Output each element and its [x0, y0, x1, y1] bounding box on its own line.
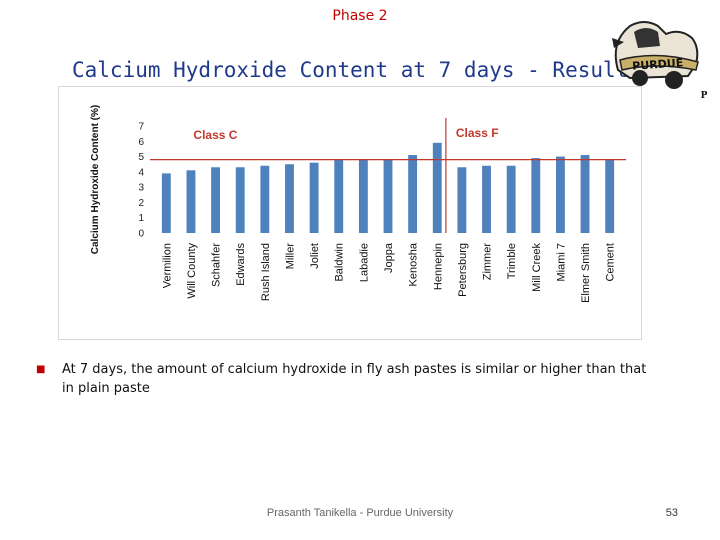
chart-x-labels: Vermilion Will County Schahfer Edwards Rush …: [161, 242, 616, 303]
slide-title: Calcium Hydroxide Content at 7 days - Re…: [72, 58, 641, 82]
page-number: 53: [665, 507, 678, 519]
y-tick-label: 4: [138, 167, 144, 178]
bar: [432, 142, 442, 233]
x-tick-label: Hennepin: [432, 243, 444, 290]
bar: [309, 162, 319, 233]
x-tick-label: Mill Creek: [531, 243, 543, 292]
bar: [555, 156, 565, 233]
x-tick-label: Labadie: [358, 243, 370, 282]
y-tick-label: 2: [138, 198, 144, 209]
y-tick-label: 0: [138, 229, 144, 240]
logo-text: PURDUE: [632, 56, 684, 73]
y-axis-title: Calcium Hydroxide Content (%): [90, 105, 101, 254]
bar: [285, 164, 294, 233]
bar: [358, 159, 368, 233]
bar: [580, 155, 590, 233]
group-label: Class F: [456, 126, 499, 140]
x-tick-label: Kenosha: [408, 242, 420, 286]
bullet-icon: ■: [36, 364, 46, 375]
bar: [531, 158, 541, 233]
bar: [605, 159, 615, 233]
x-tick-label: Miller: [284, 243, 296, 270]
y-tick-label: 7: [138, 122, 144, 133]
purdue-logo: PURDUE P: [612, 21, 708, 101]
bar: [506, 165, 516, 233]
bar: [186, 170, 196, 233]
x-tick-label: Cement: [605, 243, 617, 282]
bar: [482, 165, 491, 233]
y-tick-label: 3: [138, 183, 144, 194]
x-tick-label: Will County: [186, 243, 198, 299]
x-tick-label: Zimmer: [482, 243, 494, 281]
x-tick-label: Rush Island: [260, 243, 272, 301]
chart-frame-border: [58, 86, 642, 340]
chart-overlays: Class C Class F: [150, 118, 626, 233]
logo-letter: P: [701, 91, 708, 101]
x-tick-label: Vermilion: [161, 243, 173, 288]
chart-bars: [161, 142, 615, 233]
y-tick-label: 1: [138, 213, 144, 224]
chart-axes: 0 1 2 3 4 5 6 7 Calcium Hydroxide Content (%): [90, 105, 144, 254]
y-tick-label: 5: [138, 152, 144, 163]
x-tick-label: Schahfer: [211, 243, 223, 287]
x-tick-label: Joliet: [309, 243, 321, 269]
chart: 0 1 2 3 4 5 6 7 Calcium Hydroxide Content (%) Ve…: [58, 86, 642, 340]
phase-label: Phase 2: [332, 8, 388, 24]
bar: [161, 173, 171, 233]
x-tick-label: Elmer Smith: [580, 243, 592, 303]
x-tick-label: Baldwin: [334, 243, 346, 282]
bar: [457, 167, 467, 233]
y-tick-label: 6: [138, 137, 144, 148]
bar: [235, 167, 245, 233]
bar: [408, 155, 418, 233]
group-label: Class C: [193, 128, 237, 142]
x-tick-label: Edwards: [235, 243, 247, 286]
bar: [334, 159, 344, 233]
bar: [260, 165, 270, 233]
x-tick-label: Trimble: [506, 243, 518, 279]
x-tick-label: Joppa: [383, 242, 395, 273]
bar: [383, 159, 393, 233]
bullet-text: At 7 days, the amount of calcium hydroxi…: [62, 362, 647, 396]
x-tick-label: Petersburg: [457, 243, 469, 297]
bar: [211, 167, 221, 233]
footer-text: Prasanth Tanikella - Purdue University: [266, 507, 454, 519]
x-tick-label: Miami 7: [555, 243, 567, 282]
train-icon: PURDUE P: [612, 21, 708, 101]
